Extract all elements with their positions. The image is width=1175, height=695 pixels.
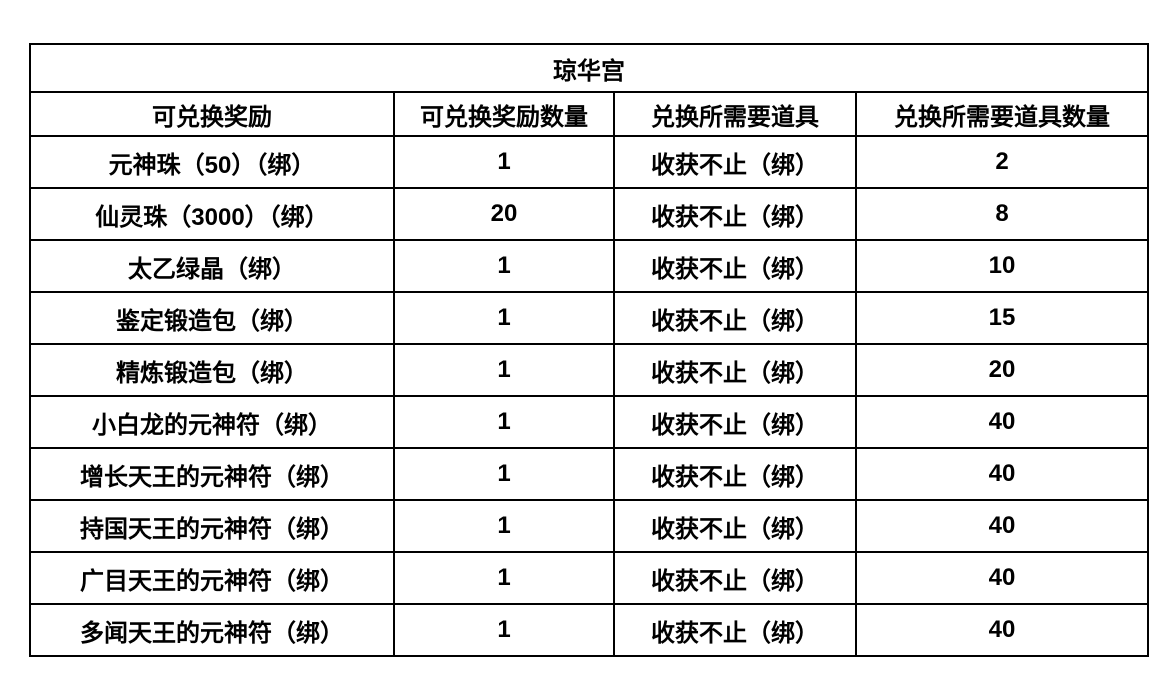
table-row: 多闻天王的元神符（绑） 1 收获不止（绑） 40 (29, 603, 1149, 657)
table-row: 太乙绿晶（绑） 1 收获不止（绑） 10 (29, 239, 1149, 293)
reward-name: 太乙绿晶（绑） (29, 239, 395, 293)
reward-name: 鉴定锻造包（绑） (29, 291, 395, 345)
table-header-row: 可兑换奖励 可兑换奖励数量 兑换所需要道具 兑换所需要道具数量 (29, 91, 1149, 137)
required-item: 收获不止（绑） (613, 447, 857, 501)
reward-qty: 1 (393, 603, 615, 657)
required-item: 收获不止（绑） (613, 135, 857, 189)
reward-qty: 1 (393, 343, 615, 397)
reward-name: 小白龙的元神符（绑） (29, 395, 395, 449)
reward-name: 多闻天王的元神符（绑） (29, 603, 395, 657)
required-item: 收获不止（绑） (613, 343, 857, 397)
required-item: 收获不止（绑） (613, 239, 857, 293)
required-qty: 40 (855, 395, 1149, 449)
required-item: 收获不止（绑） (613, 395, 857, 449)
column-header-reward: 可兑换奖励 (29, 91, 395, 137)
required-qty: 2 (855, 135, 1149, 189)
required-item: 收获不止（绑） (613, 603, 857, 657)
reward-qty: 1 (393, 551, 615, 605)
reward-name: 元神珠（50）（绑） (29, 135, 395, 189)
table-row: 仙灵珠（3000）（绑） 20 收获不止（绑） 8 (29, 187, 1149, 241)
table-title: 琼华宫 (29, 43, 1149, 93)
table-title-row: 琼华宫 (29, 43, 1149, 93)
reward-qty: 1 (393, 239, 615, 293)
reward-name: 持国天王的元神符（绑） (29, 499, 395, 553)
reward-qty: 1 (393, 499, 615, 553)
exchange-reward-table: 琼华宫 可兑换奖励 可兑换奖励数量 兑换所需要道具 兑换所需要道具数量 元神珠（… (29, 43, 1149, 657)
table-row: 元神珠（50）（绑） 1 收获不止（绑） 2 (29, 135, 1149, 189)
reward-qty: 1 (393, 291, 615, 345)
required-item: 收获不止（绑） (613, 499, 857, 553)
reward-qty: 20 (393, 187, 615, 241)
required-qty: 8 (855, 187, 1149, 241)
table-row: 精炼锻造包（绑） 1 收获不止（绑） 20 (29, 343, 1149, 397)
table-row: 增长天王的元神符（绑） 1 收获不止（绑） 40 (29, 447, 1149, 501)
reward-name: 增长天王的元神符（绑） (29, 447, 395, 501)
table-row: 持国天王的元神符（绑） 1 收获不止（绑） 40 (29, 499, 1149, 553)
required-qty: 40 (855, 551, 1149, 605)
required-qty: 15 (855, 291, 1149, 345)
required-qty: 40 (855, 603, 1149, 657)
column-header-required-item: 兑换所需要道具 (613, 91, 857, 137)
column-header-reward-qty: 可兑换奖励数量 (393, 91, 615, 137)
reward-qty: 1 (393, 395, 615, 449)
required-qty: 40 (855, 499, 1149, 553)
required-qty: 40 (855, 447, 1149, 501)
required-item: 收获不止（绑） (613, 187, 857, 241)
required-qty: 10 (855, 239, 1149, 293)
table-row: 广目天王的元神符（绑） 1 收获不止（绑） 40 (29, 551, 1149, 605)
required-qty: 20 (855, 343, 1149, 397)
reward-name: 仙灵珠（3000）（绑） (29, 187, 395, 241)
reward-name: 精炼锻造包（绑） (29, 343, 395, 397)
table-row: 鉴定锻造包（绑） 1 收获不止（绑） 15 (29, 291, 1149, 345)
required-item: 收获不止（绑） (613, 551, 857, 605)
table-row: 小白龙的元神符（绑） 1 收获不止（绑） 40 (29, 395, 1149, 449)
reward-name: 广目天王的元神符（绑） (29, 551, 395, 605)
reward-qty: 1 (393, 135, 615, 189)
required-item: 收获不止（绑） (613, 291, 857, 345)
reward-qty: 1 (393, 447, 615, 501)
column-header-required-qty: 兑换所需要道具数量 (855, 91, 1149, 137)
